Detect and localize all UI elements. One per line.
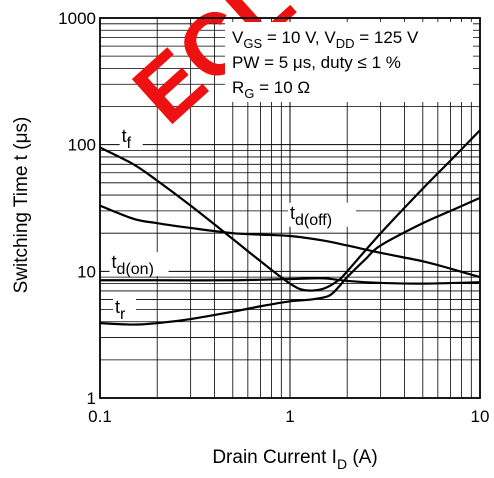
series-label-bg: [119, 125, 143, 150]
series-label: tf: [122, 126, 132, 152]
series-label: tr: [115, 297, 126, 323]
y-tick-label: 100: [68, 136, 96, 155]
series-group: tf td(off) td(on) tr: [99, 125, 481, 326]
series-label-bg: [113, 296, 137, 321]
x-axis-title: Drain Current ID (A): [212, 447, 377, 472]
series-line-t-r: [99, 196, 481, 326]
x-tick-label: 10: [471, 407, 490, 426]
conditions-line-3: RG = 10 Ω: [232, 78, 310, 101]
series-label-bg: [288, 202, 356, 227]
y-tick-label: 1000: [58, 9, 96, 28]
y-tick-label: 10: [77, 262, 96, 281]
series-label: td(off): [290, 203, 332, 229]
conditions-box-bg: [225, 22, 473, 102]
series-line-t-d-off-: [99, 204, 481, 279]
series-label-bg: [109, 252, 169, 277]
series-label: td(on): [112, 252, 154, 278]
x-tick-label: 0.1: [88, 407, 112, 426]
conditions-line-2: PW = 5 μs, duty ≤ 1 %: [232, 53, 401, 72]
series-line-t-f: [99, 129, 481, 292]
x-tick-label: 1: [285, 407, 294, 426]
plot-frame: [99, 17, 481, 399]
series-line-t-d-on-: [100, 277, 481, 285]
conditions-line-1: VGS = 10 V, VDD = 125 V: [232, 28, 419, 51]
y-axis-title: Switching Time t (μs): [11, 117, 32, 294]
y-tick-label: 1: [87, 389, 96, 408]
